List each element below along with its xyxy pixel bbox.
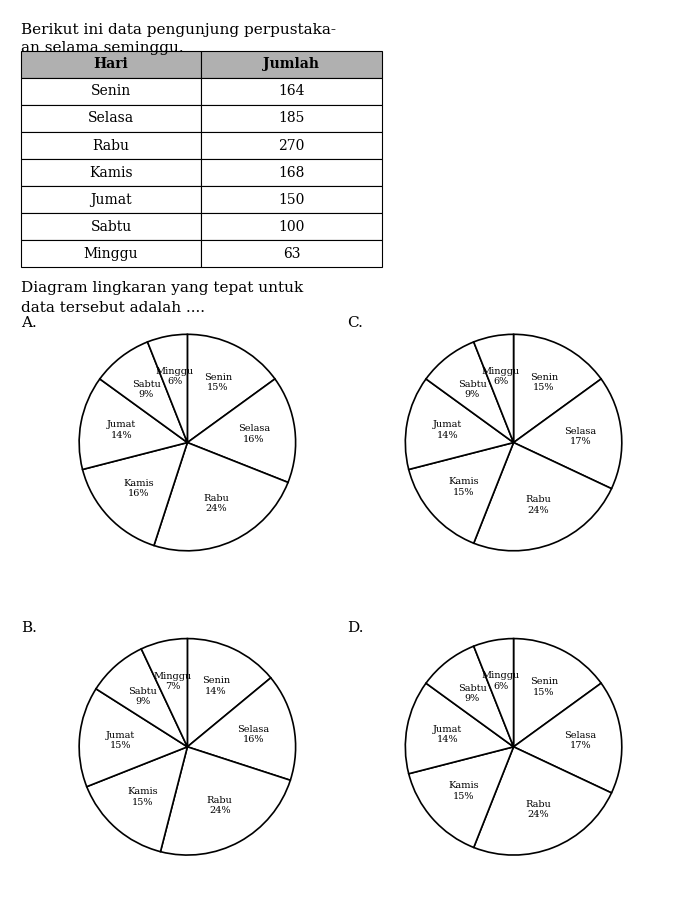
Wedge shape	[426, 342, 514, 443]
Wedge shape	[83, 443, 187, 546]
Wedge shape	[409, 747, 514, 847]
Wedge shape	[187, 678, 296, 780]
Wedge shape	[409, 443, 514, 543]
Wedge shape	[100, 342, 187, 443]
Wedge shape	[187, 379, 296, 482]
Text: Minggu
6%: Minggu 6%	[155, 367, 194, 386]
Text: Rabu
24%: Rabu 24%	[525, 799, 551, 819]
Text: Rabu
24%: Rabu 24%	[203, 493, 229, 513]
Text: Sabtu
9%: Sabtu 9%	[128, 687, 158, 706]
Wedge shape	[160, 747, 290, 855]
Wedge shape	[514, 639, 601, 747]
Wedge shape	[426, 646, 514, 747]
Wedge shape	[154, 443, 288, 550]
Text: Rabu
24%: Rabu 24%	[207, 796, 232, 815]
Text: Jumat
14%: Jumat 14%	[433, 725, 462, 744]
Text: Kamis
15%: Kamis 15%	[448, 478, 479, 497]
Text: Sabtu
9%: Sabtu 9%	[458, 380, 487, 399]
Text: Jumat
14%: Jumat 14%	[433, 420, 462, 440]
Text: Jumat
15%: Jumat 15%	[106, 731, 135, 751]
Wedge shape	[187, 639, 271, 747]
Text: Sabtu
9%: Sabtu 9%	[132, 380, 161, 399]
Text: D.: D.	[347, 621, 364, 634]
Text: Selasa
17%: Selasa 17%	[564, 731, 596, 751]
Text: data tersebut adalah ....: data tersebut adalah ....	[21, 301, 205, 314]
Wedge shape	[96, 649, 187, 747]
Wedge shape	[79, 379, 187, 469]
Wedge shape	[87, 747, 187, 852]
Wedge shape	[514, 683, 622, 793]
Text: A.: A.	[21, 316, 37, 330]
Text: Kamis
15%: Kamis 15%	[448, 782, 479, 801]
Text: Berikut ini data pengunjung perpustaka-: Berikut ini data pengunjung perpustaka-	[21, 23, 336, 37]
Text: Minggu
6%: Minggu 6%	[482, 367, 520, 386]
Text: Senin
14%: Senin 14%	[202, 677, 230, 696]
Wedge shape	[187, 335, 275, 443]
Text: Minggu
7%: Minggu 7%	[153, 671, 192, 691]
Text: Kamis
15%: Kamis 15%	[128, 787, 158, 807]
Wedge shape	[148, 335, 187, 443]
Text: Senin
15%: Senin 15%	[530, 373, 558, 393]
Wedge shape	[79, 689, 187, 786]
Text: B.: B.	[21, 621, 37, 634]
Text: Kamis
16%: Kamis 16%	[123, 479, 154, 498]
Text: Rabu
24%: Rabu 24%	[525, 495, 551, 514]
Wedge shape	[474, 443, 611, 550]
Wedge shape	[405, 379, 514, 469]
Wedge shape	[514, 335, 601, 443]
Text: Senin
15%: Senin 15%	[530, 678, 558, 697]
Text: Minggu
6%: Minggu 6%	[482, 671, 520, 691]
Wedge shape	[474, 747, 611, 855]
Wedge shape	[474, 335, 514, 443]
Text: Selasa
16%: Selasa 16%	[237, 725, 269, 744]
Text: Selasa
16%: Selasa 16%	[238, 424, 270, 443]
Text: C.: C.	[347, 316, 363, 330]
Wedge shape	[142, 639, 187, 747]
Wedge shape	[514, 379, 622, 489]
Text: Sabtu
9%: Sabtu 9%	[458, 684, 487, 703]
Text: Jumat
14%: Jumat 14%	[107, 420, 136, 440]
Wedge shape	[474, 639, 514, 747]
Text: Senin
15%: Senin 15%	[204, 373, 232, 393]
Text: Selasa
17%: Selasa 17%	[564, 427, 596, 446]
Text: Diagram lingkaran yang tepat untuk: Diagram lingkaran yang tepat untuk	[21, 281, 303, 295]
Wedge shape	[405, 683, 514, 774]
Text: an selama seminggu.: an selama seminggu.	[21, 41, 183, 55]
